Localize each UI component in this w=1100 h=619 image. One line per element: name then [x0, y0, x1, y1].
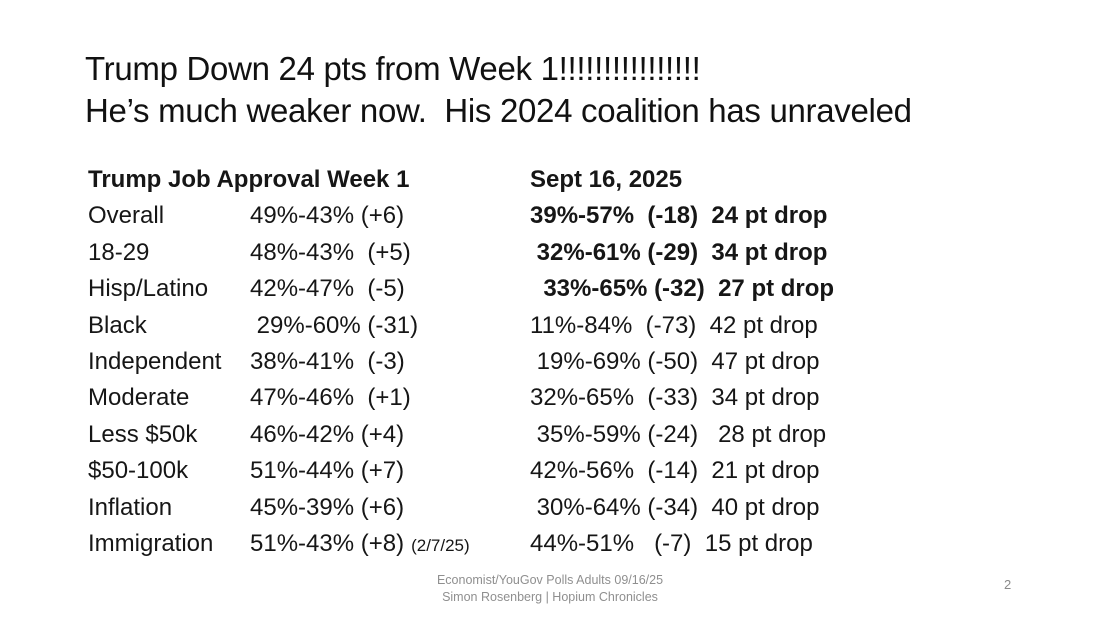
week1-value: 47%-46% (+1) [250, 384, 411, 412]
week1-value: 38%-41% (-3) [250, 347, 405, 375]
table-row-immigration: Immigration 51%-43% (+8) (2/7/25) 44%-51… [88, 526, 1048, 562]
week1-value: 51%-43% (+8) [250, 529, 405, 557]
week1-value: 49%-43% (+6) [250, 202, 405, 230]
row-label: Immigration [88, 529, 214, 557]
table-row-less-50k: Less $50k 46%-42% (+4) 35%-59% (-24) 28 … [88, 417, 1048, 453]
sept16-value: 19%-69% (-50) 47 pt drop [530, 347, 820, 375]
sept16-value: 30%-64% (-34) 40 pt drop [530, 493, 820, 521]
table-row-overall: Overall 49%-43% (+6) 39%-57% (-18) 24 pt… [88, 198, 1048, 234]
page-number: 2 [1004, 577, 1012, 592]
sept16-value: 33%-65% (-32) 27 pt drop [530, 275, 835, 303]
slide-footer: Economist/YouGov Polls Adults 09/16/25 S… [0, 572, 1100, 606]
title-line-2: He’s much weaker now. His 2024 coalition… [85, 92, 912, 129]
title-line-1: Trump Down 24 pts from Week 1!!!!!!!!!!!… [85, 50, 701, 87]
row-label: Hisp/Latino [88, 275, 209, 303]
slide-title: Trump Down 24 pts from Week 1!!!!!!!!!!!… [85, 48, 912, 132]
table-row-inflation: Inflation 45%-39% (+6) 30%-64% (-34) 40 … [88, 490, 1048, 526]
table-row-moderate: Moderate 47%-46% (+1) 32%-65% (-33) 34 p… [88, 380, 1048, 416]
sept16-value: 44%-51% (-7) 15 pt drop [530, 529, 813, 557]
row-label: Black [88, 311, 147, 339]
row-label: 18-29 [88, 238, 150, 266]
table-row-hisp-latino: Hisp/Latino 42%-47% (-5) 33%-65% (-32) 2… [88, 271, 1048, 307]
week1-value: 51%-44% (+7) [250, 457, 405, 485]
footer-source: Economist/YouGov Polls Adults 09/16/25 [436, 573, 664, 587]
table-row-50-100k: $50-100k 51%-44% (+7) 42%-56% (-14) 21 p… [88, 453, 1048, 489]
row-label: Overall [88, 202, 165, 230]
sept16-value: 11%-84% (-73) 42 pt drop [530, 311, 818, 339]
row-label: Less $50k [88, 420, 198, 448]
week1-value: 48%-43% (+5) [250, 238, 411, 266]
week1-value: 29%-60% (-31) [250, 311, 419, 339]
week1-value: 42%-47% (-5) [250, 275, 405, 303]
sept16-value: 39%-57% (-18) 24 pt drop [530, 202, 828, 230]
footer-author: Simon Rosenberg | Hopium Chronicles [442, 590, 658, 604]
table-row-independent: Independent 38%-41% (-3) 19%-69% (-50) 4… [88, 344, 1048, 380]
header-sept16: Sept 16, 2025 [530, 166, 683, 193]
week1-value: 45%-39% (+6) [250, 493, 405, 521]
row-label: Moderate [88, 384, 190, 412]
header-week1: Trump Job Approval Week 1 [88, 166, 410, 193]
table-row-18-29: 18-29 48%-43% (+5) 32%-61% (-29) 34 pt d… [88, 235, 1048, 271]
sept16-value: 32%-65% (-33) 34 pt drop [530, 384, 820, 412]
table-row-black: Black 29%-60% (-31) 11%-84% (-73) 42 pt … [88, 308, 1048, 344]
table-header-row: Trump Job Approval Week 1 Sept 16, 2025 [88, 162, 1048, 198]
week1-value: 46%-42% (+4) [250, 420, 405, 448]
sept16-value: 42%-56% (-14) 21 pt drop [530, 457, 820, 485]
row-label: Inflation [88, 493, 173, 521]
poll-table: Trump Job Approval Week 1 Sept 16, 2025 … [88, 162, 1048, 562]
row-label: $50-100k [88, 457, 189, 485]
row-label: Independent [88, 347, 222, 375]
sept16-value: 35%-59% (-24) 28 pt drop [530, 420, 827, 448]
sept16-value: 32%-61% (-29) 34 pt drop [530, 238, 828, 266]
date-note: (2/7/25) [411, 535, 470, 555]
